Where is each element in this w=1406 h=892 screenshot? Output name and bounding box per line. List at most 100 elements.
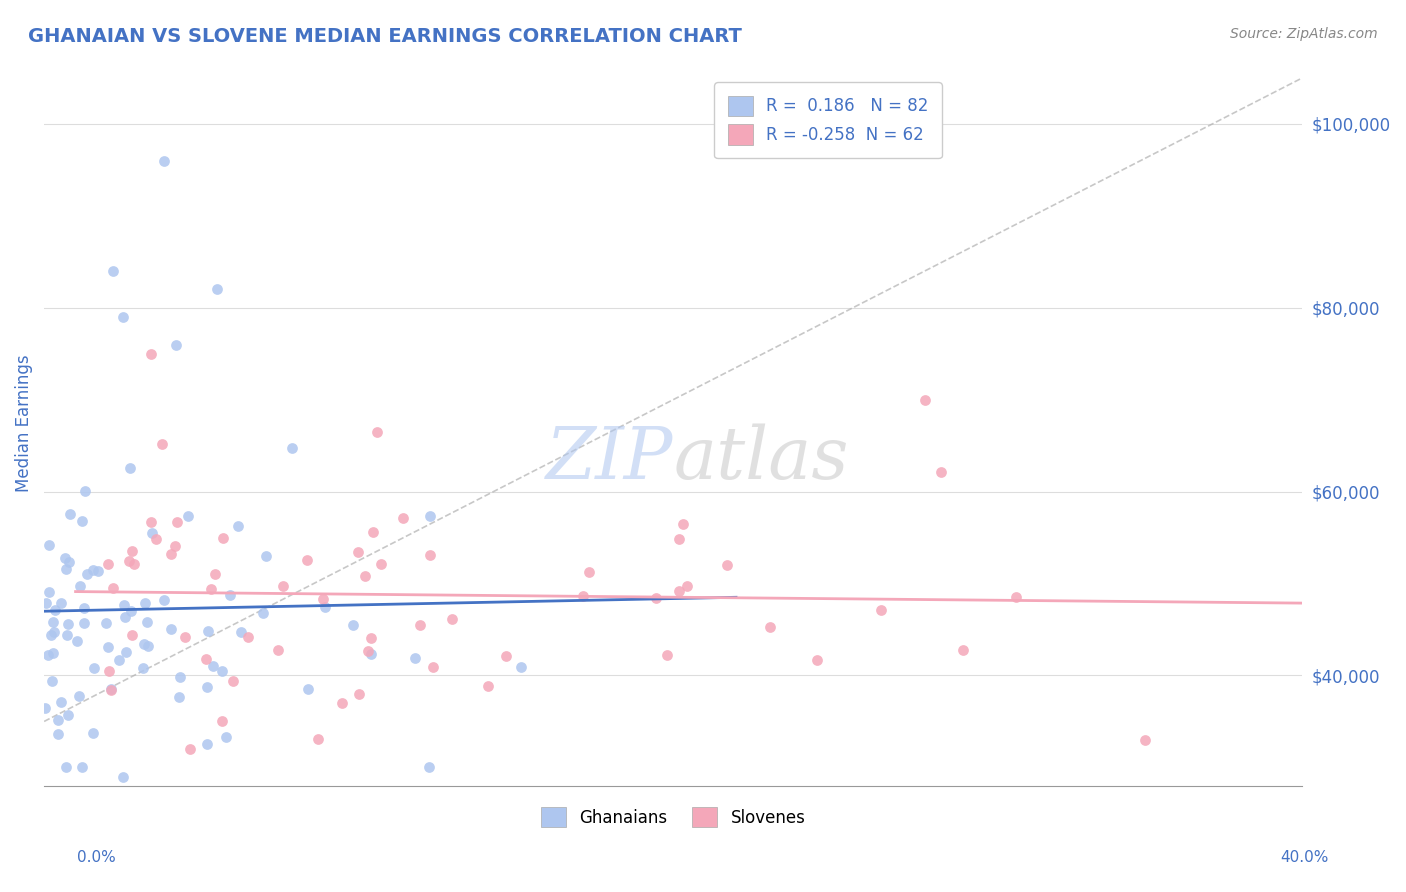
Point <box>200 582 222 597</box>
Point <box>132 661 155 675</box>
Text: ZIP: ZIP <box>546 424 673 494</box>
Point <box>197 624 219 639</box>
Point <box>139 347 162 361</box>
Point <box>211 714 233 728</box>
Point <box>360 631 382 645</box>
Point <box>69 579 91 593</box>
Point <box>361 524 384 539</box>
Point <box>418 549 440 563</box>
Point <box>360 647 382 661</box>
Text: 0.0%: 0.0% <box>77 850 117 865</box>
Point <box>312 591 335 606</box>
Point <box>166 515 188 529</box>
Point <box>58 555 80 569</box>
Point <box>41 674 63 689</box>
Point <box>82 563 104 577</box>
Point <box>409 618 432 632</box>
Point <box>418 760 440 774</box>
Point <box>73 616 96 631</box>
Point <box>121 628 143 642</box>
Point <box>205 282 228 296</box>
Point <box>35 596 58 610</box>
Point <box>49 596 72 610</box>
Text: 40.0%: 40.0% <box>1281 850 1329 865</box>
Point <box>100 681 122 696</box>
Point <box>70 760 93 774</box>
Point <box>229 625 252 640</box>
Point <box>219 588 242 602</box>
Point <box>150 437 173 451</box>
Point <box>297 553 319 567</box>
Point <box>366 425 388 439</box>
Point <box>34 700 56 714</box>
Point <box>212 531 235 545</box>
Point <box>38 539 60 553</box>
Point <box>195 652 218 666</box>
Point <box>108 653 131 667</box>
Point <box>160 622 183 636</box>
Point <box>202 659 225 673</box>
Legend: Ghanaians, Slovenes: Ghanaians, Slovenes <box>533 798 814 836</box>
Point <box>118 554 141 568</box>
Point <box>179 742 201 756</box>
Point <box>76 567 98 582</box>
Point <box>82 725 104 739</box>
Point <box>914 392 936 407</box>
Point <box>165 539 187 553</box>
Point <box>121 544 143 558</box>
Point <box>668 583 690 598</box>
Point <box>354 568 377 582</box>
Point <box>716 558 738 572</box>
Point <box>41 615 63 630</box>
Point <box>66 634 89 648</box>
Point <box>221 674 243 689</box>
Point <box>929 465 952 479</box>
Point <box>49 695 72 709</box>
Point <box>177 508 200 523</box>
Point <box>44 625 66 640</box>
Point <box>281 442 304 456</box>
Point <box>97 640 120 654</box>
Y-axis label: Median Earnings: Median Earnings <box>15 354 32 491</box>
Point <box>952 643 974 657</box>
Point <box>120 461 142 475</box>
Point <box>38 584 60 599</box>
Point <box>134 637 156 651</box>
Point <box>120 604 142 618</box>
Point <box>97 557 120 571</box>
Point <box>370 557 392 571</box>
Point <box>477 679 499 693</box>
Point <box>578 565 600 579</box>
Point <box>173 630 195 644</box>
Point <box>495 648 517 663</box>
Point <box>254 549 277 563</box>
Point <box>48 726 70 740</box>
Point <box>252 606 274 620</box>
Point <box>672 517 695 532</box>
Point <box>41 646 63 660</box>
Point <box>56 708 79 723</box>
Point <box>204 566 226 581</box>
Point <box>195 680 218 694</box>
Point <box>307 732 329 747</box>
Point <box>100 683 122 698</box>
Point <box>55 628 77 642</box>
Point <box>53 551 76 566</box>
Point <box>136 639 159 653</box>
Point <box>297 681 319 696</box>
Point <box>83 660 105 674</box>
Point <box>806 653 828 667</box>
Point <box>271 579 294 593</box>
Point <box>167 690 190 705</box>
Point <box>112 599 135 613</box>
Point <box>392 511 415 525</box>
Point <box>75 483 97 498</box>
Point <box>314 600 336 615</box>
Point <box>58 617 80 632</box>
Point <box>215 730 238 744</box>
Point <box>349 687 371 701</box>
Point <box>141 526 163 541</box>
Point <box>103 264 125 278</box>
Point <box>510 659 533 673</box>
Text: Source: ZipAtlas.com: Source: ZipAtlas.com <box>1230 27 1378 41</box>
